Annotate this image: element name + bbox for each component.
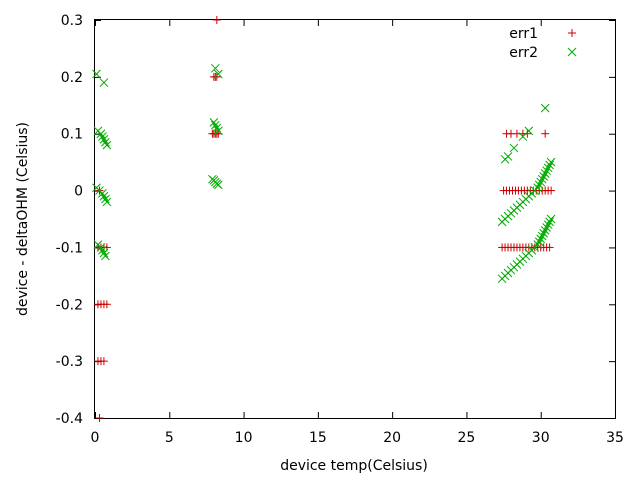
data-point xyxy=(523,129,532,138)
x-tick-label: 15 xyxy=(309,430,327,446)
legend-label: err2 xyxy=(509,45,538,61)
data-point xyxy=(503,152,513,161)
data-point xyxy=(542,166,552,176)
data-point xyxy=(543,163,553,173)
y-tick-label: -0.2 xyxy=(56,297,83,313)
legend-label: err1 xyxy=(509,26,538,42)
data-point xyxy=(546,157,556,167)
data-point xyxy=(99,191,109,201)
x-tick-label: 35 xyxy=(606,430,624,446)
data-point xyxy=(541,129,550,138)
data-point xyxy=(537,231,547,241)
data-point xyxy=(212,16,221,24)
legend: err1 err2 xyxy=(509,26,577,61)
legend-marker xyxy=(568,29,576,37)
data-point xyxy=(99,135,109,144)
data-point xyxy=(536,177,546,187)
data-point xyxy=(524,126,534,136)
data-point xyxy=(212,72,221,81)
data-point xyxy=(209,117,219,127)
data-point xyxy=(95,414,104,422)
data-point xyxy=(509,143,519,153)
x-tick-label: 10 xyxy=(235,430,253,446)
plot-frame xyxy=(94,19,616,419)
legend-marker xyxy=(567,47,577,57)
data-point xyxy=(213,69,223,79)
data-point xyxy=(537,174,547,184)
x-axis-label: device temp(Celsius) xyxy=(280,458,428,474)
x-tick-label: 5 xyxy=(165,430,174,446)
data-point xyxy=(99,248,109,258)
data-point xyxy=(96,243,106,252)
data-point xyxy=(98,189,107,198)
data-point xyxy=(547,186,556,195)
data-point xyxy=(543,220,553,230)
data-point xyxy=(540,226,550,235)
x-tick-label: 20 xyxy=(383,430,401,446)
y-tick-label: 0.1 xyxy=(61,127,83,143)
data-point xyxy=(92,69,101,79)
data-point xyxy=(542,223,552,232)
data-point xyxy=(101,194,110,204)
data-point xyxy=(98,132,107,141)
data-point xyxy=(102,197,112,207)
y-tick-label: 0.3 xyxy=(61,13,83,29)
data-point xyxy=(539,228,549,238)
data-point xyxy=(98,245,107,255)
data-points xyxy=(92,16,556,422)
y-tick-label: -0.4 xyxy=(56,411,83,427)
y-axis-label: device - deltaOHM (Celsius) xyxy=(15,122,31,316)
data-point xyxy=(533,240,543,249)
y-tick-label: 0 xyxy=(74,184,83,200)
data-point xyxy=(536,234,546,244)
series-err2 xyxy=(92,63,556,284)
data-point xyxy=(545,160,554,170)
data-point xyxy=(102,140,112,150)
data-point xyxy=(210,120,220,130)
axis-ticks: 0 5 10 15 20 25 30 35 -0.4 -0.3 -0.2 -0.1 0 0.1 0.2 0.3 xyxy=(56,13,624,446)
y-tick-label: -0.1 xyxy=(56,240,83,256)
data-point xyxy=(99,357,108,366)
x-tick-label: 25 xyxy=(458,430,476,446)
data-point xyxy=(534,237,544,247)
data-point xyxy=(101,137,110,147)
data-point xyxy=(101,251,110,261)
data-point xyxy=(539,172,549,181)
data-point xyxy=(210,63,220,73)
data-point xyxy=(540,169,550,178)
data-point xyxy=(102,300,111,309)
y-tick-label: 0.2 xyxy=(61,70,83,86)
data-point xyxy=(99,78,109,87)
data-point xyxy=(540,103,550,113)
data-point xyxy=(545,243,554,252)
y-tick-label: -0.3 xyxy=(56,354,83,370)
data-point xyxy=(545,217,554,227)
data-point xyxy=(533,183,543,193)
data-point xyxy=(213,180,223,190)
series-err1 xyxy=(93,16,556,422)
data-point xyxy=(212,123,222,133)
data-point xyxy=(546,214,556,224)
x-tick-label: 0 xyxy=(91,430,100,446)
data-point xyxy=(534,180,544,190)
x-tick-label: 30 xyxy=(532,430,550,446)
data-point xyxy=(213,126,223,136)
data-point xyxy=(96,129,106,139)
